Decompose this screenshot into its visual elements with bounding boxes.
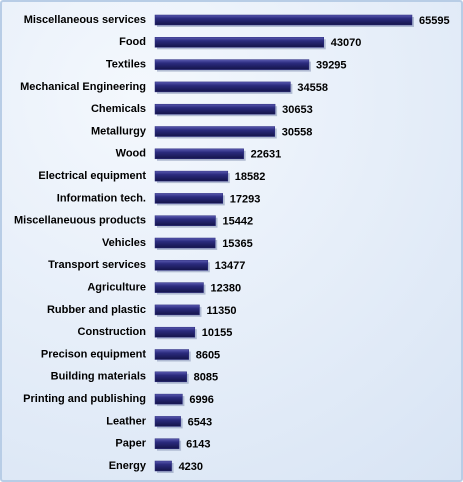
- category-label: Chemicals: [91, 103, 146, 115]
- category-label: Transport services: [48, 259, 146, 271]
- value-label: 13477: [215, 260, 246, 272]
- bar: [154, 170, 229, 182]
- category-label: Precison equipment: [41, 348, 146, 360]
- value-label: 11350: [206, 305, 236, 317]
- value-label: 6996: [189, 394, 213, 406]
- category-label: Miscellaneuous products: [14, 215, 146, 227]
- bar: [154, 260, 209, 271]
- bar: [154, 59, 310, 70]
- value-label: 30558: [282, 126, 313, 138]
- category-label: Metallurgy: [91, 125, 147, 137]
- bar: [154, 237, 216, 249]
- bar: [154, 393, 183, 405]
- bar: [154, 37, 324, 48]
- category-label: Rubber and plastic: [47, 304, 146, 316]
- bar: [154, 126, 275, 137]
- bar: [154, 438, 180, 449]
- value-label: 22631: [251, 149, 282, 161]
- value-label: 4230: [179, 461, 203, 473]
- category-label: Construction: [78, 326, 147, 338]
- value-label: 43070: [331, 37, 362, 49]
- value-label: 30653: [282, 104, 313, 116]
- value-label: 6143: [186, 439, 210, 451]
- bar: [154, 304, 200, 316]
- category-label: Building materials: [51, 371, 146, 383]
- category-label: Leather: [106, 415, 146, 427]
- category-label: Miscellaneous services: [24, 14, 146, 26]
- value-label: 8605: [196, 349, 220, 361]
- value-label: 65595: [419, 15, 450, 27]
- category-label: Information tech.: [57, 192, 146, 204]
- bar: [154, 103, 276, 115]
- value-label: 34558: [297, 82, 328, 94]
- bar: [154, 371, 187, 383]
- category-label: Mechanical Engineering: [20, 81, 146, 93]
- category-label: Vehicles: [102, 237, 146, 249]
- bar: [154, 215, 216, 226]
- bar: [154, 349, 189, 360]
- value-label: 6543: [188, 416, 212, 428]
- bar: [154, 416, 181, 427]
- value-label: 18582: [235, 171, 266, 183]
- category-label: Printing and publishing: [23, 393, 146, 405]
- value-label: 10155: [202, 327, 233, 339]
- bar: [154, 282, 204, 293]
- value-label: 39295: [316, 60, 347, 72]
- category-label: Textiles: [106, 59, 146, 71]
- value-label: 12380: [211, 283, 242, 295]
- value-label: 17293: [230, 193, 261, 205]
- category-label: Energy: [109, 460, 147, 472]
- value-label: 8085: [194, 372, 218, 384]
- bar: [154, 193, 224, 204]
- value-label: 15442: [223, 216, 254, 228]
- bar: [154, 14, 413, 26]
- bar: [154, 326, 196, 338]
- value-label: 15365: [222, 238, 253, 250]
- category-label: Agriculture: [87, 282, 146, 294]
- bar: [154, 81, 291, 93]
- bar: [154, 148, 244, 160]
- category-label: Wood: [116, 148, 146, 160]
- category-label: Paper: [115, 438, 146, 450]
- bar: [154, 460, 172, 472]
- category-label: Electrical equipment: [38, 170, 146, 182]
- category-label: Food: [119, 36, 146, 48]
